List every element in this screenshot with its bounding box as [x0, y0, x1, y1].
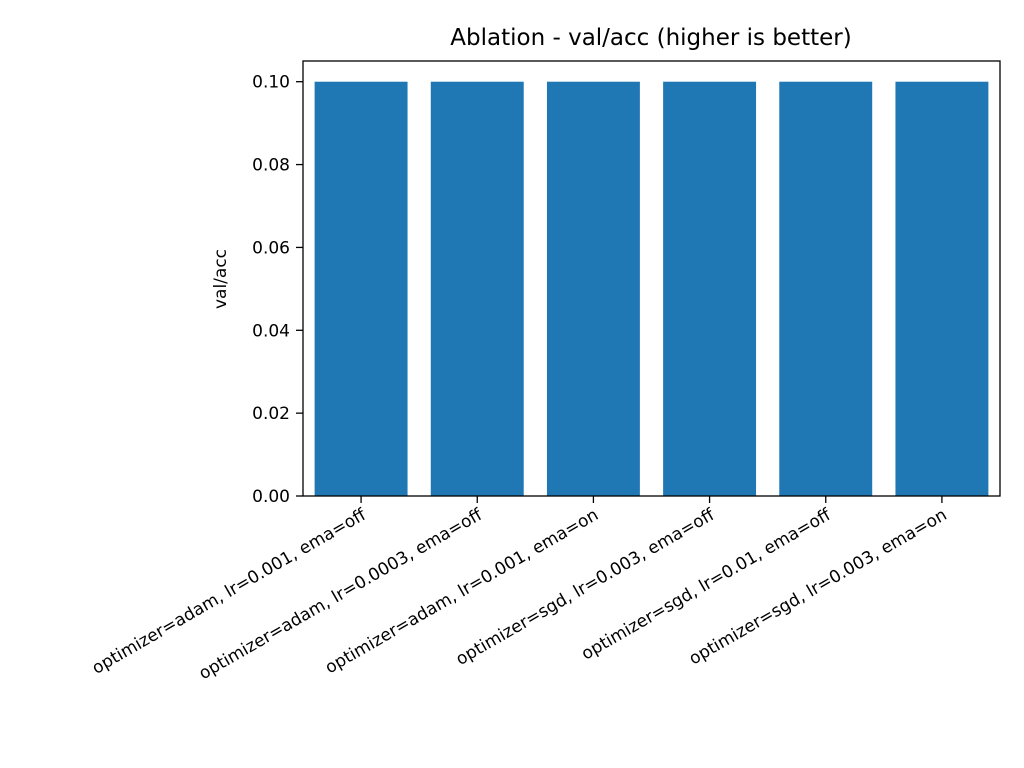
bar-3 [546, 81, 640, 497]
bars-layer [314, 81, 989, 497]
y-tick-label: 0.02 [252, 404, 290, 424]
x-ticks-layer: optimizer=adam, lr=0.001, ema=offoptimiz… [89, 496, 950, 684]
chart-title: Ablation - val/acc (higher is better) [450, 25, 851, 51]
bar-1 [314, 81, 408, 497]
bar-6 [895, 81, 989, 497]
y-tick-label: 0.08 [252, 156, 290, 176]
plot-frame [302, 60, 1001, 497]
y-tick-label: 0.06 [252, 238, 290, 258]
y-tick-label: 0.00 [252, 487, 290, 507]
y-axis-label: val/acc [211, 249, 231, 309]
y-ticks-layer: 0.00 0.02 0.04 0.06 0.08 0.10 [252, 73, 303, 507]
bar-5 [779, 81, 873, 497]
y-tick-label: 0.10 [252, 73, 290, 93]
y-tick-label: 0.04 [252, 321, 290, 341]
bar-2 [430, 81, 524, 497]
bar-4 [663, 81, 757, 497]
